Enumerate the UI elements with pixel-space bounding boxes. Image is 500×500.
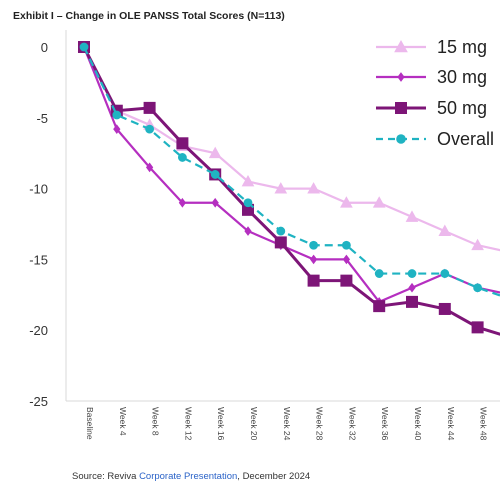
y-axis-ticks: 0 -5 -10 -15 -20 -25 (29, 40, 48, 409)
x-tick-label: Baseline (85, 407, 95, 440)
source-prefix: Source: Reviva (72, 471, 140, 482)
data-point (405, 210, 419, 222)
legend-label: 50 mg (437, 98, 487, 118)
legend: 15 mg 30 mg 50 mg Overall (376, 37, 494, 149)
data-point (145, 162, 154, 173)
data-point (342, 254, 351, 265)
series-line (82, 46, 500, 336)
legend-label: 30 mg (437, 67, 487, 87)
x-tick-label: Week 12 (183, 407, 193, 441)
data-point (211, 197, 219, 208)
data-point (372, 196, 386, 208)
data-point (309, 254, 318, 265)
legend-item-s15: 15 mg (376, 37, 487, 57)
series-line (82, 46, 500, 304)
data-point (340, 196, 353, 208)
x-tick-label: Week 16 (216, 407, 226, 441)
data-point (397, 72, 405, 82)
data-point (307, 274, 320, 287)
y-tick-label: 0 (41, 40, 48, 55)
data-point (394, 39, 408, 53)
legend-item-overall: Overall (376, 129, 494, 149)
y-tick-label: -15 (29, 252, 48, 267)
data-point (340, 274, 353, 287)
source-note: Source: Reviva Corporate Presentation, D… (72, 471, 310, 482)
data-point (244, 226, 252, 236)
data-point (309, 240, 318, 250)
series-overall (79, 42, 500, 297)
data-point (242, 203, 254, 216)
legend-item-s30: 30 mg (376, 67, 487, 87)
data-point (274, 182, 288, 194)
x-tick-label: Week 32 (347, 407, 357, 441)
data-point (113, 124, 121, 134)
data-point (407, 269, 417, 278)
x-tick-label: Week 20 (249, 407, 259, 441)
series-line (83, 46, 500, 297)
data-point (208, 146, 222, 159)
data-point (396, 134, 406, 144)
data-point (373, 300, 386, 313)
data-point (374, 269, 384, 278)
data-point (178, 153, 187, 162)
data-point (395, 102, 407, 114)
y-tick-label: -5 (36, 111, 48, 126)
legend-label: 15 mg (437, 37, 487, 57)
y-tick-label: -20 (29, 323, 48, 338)
data-point (307, 182, 320, 194)
data-point (241, 174, 255, 187)
data-point (342, 240, 351, 250)
chart-title: Exhibit I – Change in OLE PANSS Total Sc… (13, 10, 285, 22)
data-point (438, 224, 452, 236)
x-tick-label: Week 44 (446, 407, 456, 441)
series-lines (77, 40, 500, 336)
x-axis-ticks: Baseline Week 4 Week 8 Week 12 Week 16 Week 2… (85, 407, 489, 441)
y-tick-label: -10 (29, 182, 48, 197)
data-point (471, 321, 484, 334)
data-point (274, 236, 287, 249)
x-tick-label: Week 40 (413, 407, 423, 441)
source-suffix: , December 2024 (237, 471, 311, 482)
series-s30 (80, 42, 500, 307)
data-point (178, 197, 187, 208)
data-point (145, 124, 155, 134)
data-point (112, 110, 122, 120)
legend-label: Overall (437, 129, 494, 149)
x-tick-label: Week 36 (380, 407, 390, 441)
data-point (440, 269, 450, 278)
data-point (408, 282, 416, 293)
data-point (79, 42, 89, 52)
x-tick-label: Week 24 (282, 407, 292, 441)
data-point (210, 170, 220, 179)
x-tick-label: Week 4 (118, 407, 128, 436)
x-tick-label: Week 48 (479, 407, 489, 441)
data-point (473, 283, 482, 293)
data-point (276, 226, 286, 236)
data-point (243, 198, 253, 208)
data-point (471, 238, 484, 251)
data-point (406, 295, 418, 308)
y-tick-label: -25 (29, 394, 48, 409)
data-point (176, 137, 189, 150)
source-link[interactable]: Corporate Presentation (139, 471, 238, 482)
data-point (438, 302, 451, 315)
x-tick-label: Week 8 (151, 407, 161, 436)
x-tick-label: Week 28 (315, 407, 325, 441)
legend-item-s50: 50 mg (376, 98, 487, 118)
data-point (143, 101, 156, 114)
